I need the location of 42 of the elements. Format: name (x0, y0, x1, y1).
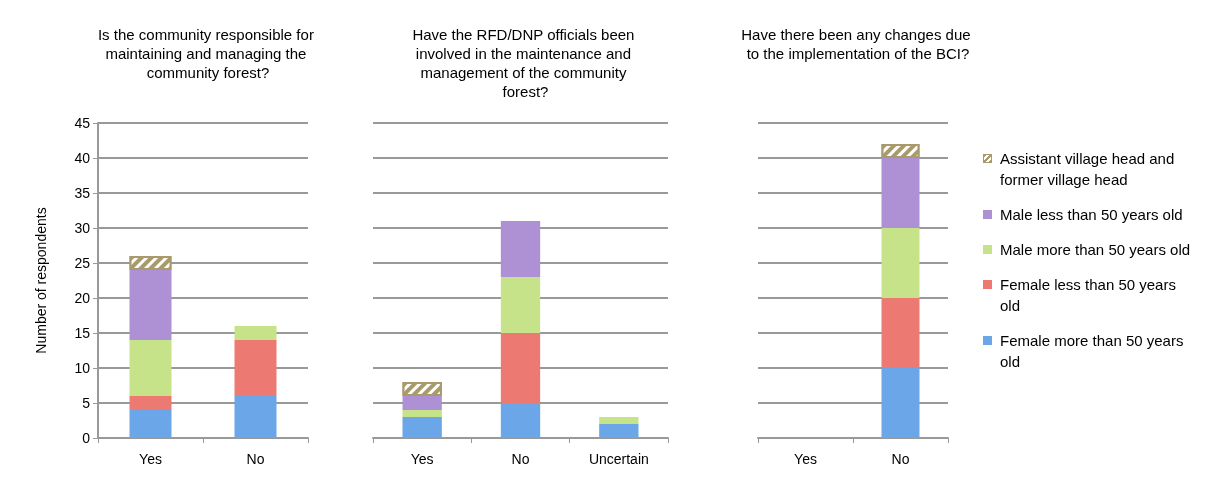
legend-label: Female more than 50 years old (1000, 331, 1185, 372)
bar (599, 424, 639, 438)
bar (402, 417, 442, 438)
y-tick-label: 10 (74, 360, 91, 376)
x-tick-label: Yes (410, 451, 434, 467)
y-tick-label: 30 (74, 220, 91, 236)
bar (500, 277, 541, 333)
y-tick-label: 45 (74, 115, 91, 131)
legend-label: Male less than 50 years old (1000, 205, 1183, 225)
bar (129, 340, 172, 396)
bar (129, 396, 172, 410)
y-tick-label: 25 (74, 255, 91, 271)
legend-label: Female less than 50 years old (1000, 275, 1177, 316)
y-tick-label: 5 (82, 395, 91, 411)
bar (599, 417, 639, 424)
x-tick-label: Uncertain (588, 451, 649, 467)
bar (234, 326, 277, 340)
chart-title: Have the RFD/DNP officials been involved in the maintenance and management of the community forest? (412, 26, 639, 100)
bar (500, 403, 541, 438)
bar (129, 270, 172, 340)
legend-label: Male more than 50 years old (1000, 240, 1191, 260)
bar (500, 333, 541, 403)
bar (129, 410, 172, 438)
bar (500, 221, 541, 277)
y-tick-label: 15 (74, 325, 91, 341)
x-tick-label: Yes (139, 451, 162, 467)
legend-label: Assistant village head and former village head (1000, 149, 1176, 190)
x-tick-label: No (246, 451, 265, 467)
x-tick-label: No (511, 451, 530, 467)
y-tick-label: 35 (74, 185, 91, 201)
y-tick-label: 20 (74, 290, 91, 306)
y-tick-label: 40 (74, 150, 91, 166)
chart-title: Is the community responsible for maintaining and managing the community forest? (97, 26, 319, 81)
bar (402, 396, 442, 410)
bar (402, 410, 442, 417)
x-tick-label: Yes (794, 451, 817, 467)
x-tick-label: No (891, 451, 910, 467)
y-tick-label: 0 (82, 430, 91, 446)
bar (234, 396, 277, 438)
bar (234, 340, 277, 396)
chart-title: Have there been any changes due to the implementation of the BCI? (741, 26, 975, 62)
y-axis-title: Number of respondents (33, 207, 49, 354)
